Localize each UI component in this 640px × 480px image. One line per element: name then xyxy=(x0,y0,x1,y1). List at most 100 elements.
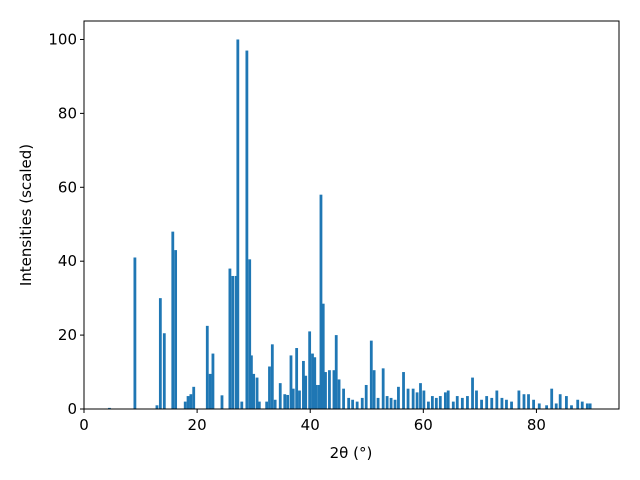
bar xyxy=(295,348,299,409)
bar xyxy=(268,366,271,409)
bar xyxy=(108,407,111,409)
bar xyxy=(360,397,364,409)
bar xyxy=(471,377,474,409)
bar xyxy=(248,259,252,409)
bar xyxy=(308,331,312,409)
y-tick-label: 0 xyxy=(67,400,77,418)
bar xyxy=(265,401,269,409)
bar xyxy=(415,392,419,409)
bar xyxy=(438,396,442,409)
x-tick-label: 0 xyxy=(79,416,89,434)
bar xyxy=(270,344,274,409)
bar xyxy=(480,399,483,409)
bar xyxy=(158,298,162,409)
bar xyxy=(372,370,376,409)
bar xyxy=(133,257,137,409)
bar xyxy=(183,401,187,409)
bar xyxy=(411,388,415,409)
bar xyxy=(304,375,308,409)
bar xyxy=(434,397,438,409)
bar xyxy=(500,397,504,409)
bar xyxy=(240,401,244,409)
bar xyxy=(342,388,345,409)
bar xyxy=(171,231,175,409)
bar xyxy=(554,403,558,409)
bar xyxy=(532,399,536,409)
bar xyxy=(208,373,212,409)
bar xyxy=(369,340,373,409)
bar xyxy=(389,397,393,409)
bar xyxy=(211,353,215,409)
bar xyxy=(393,399,397,409)
bar xyxy=(427,401,430,409)
bar xyxy=(319,194,323,409)
bar xyxy=(186,396,190,409)
bar xyxy=(517,390,521,409)
y-axis-label: Intensities (scaled) xyxy=(17,144,35,286)
bar xyxy=(558,394,562,409)
bar xyxy=(245,50,249,410)
bar xyxy=(545,405,549,409)
bar xyxy=(257,401,261,409)
bar xyxy=(522,394,526,409)
bar xyxy=(466,396,469,409)
bar xyxy=(155,405,159,409)
x-tick-label: 60 xyxy=(414,416,433,434)
bar xyxy=(337,379,341,409)
bar xyxy=(298,390,301,409)
bar xyxy=(455,396,459,409)
bar xyxy=(443,392,447,409)
bar xyxy=(315,384,318,409)
bar xyxy=(228,268,232,409)
bar xyxy=(328,370,331,409)
bar xyxy=(283,394,287,409)
bar xyxy=(231,275,235,409)
bar xyxy=(255,377,259,409)
bar xyxy=(588,403,592,409)
bar xyxy=(570,405,573,409)
bar xyxy=(289,355,293,409)
bar xyxy=(192,386,196,409)
bar xyxy=(510,401,513,409)
bar xyxy=(585,403,589,409)
bar xyxy=(537,403,541,409)
bar xyxy=(527,394,530,409)
bar xyxy=(291,388,295,409)
bar xyxy=(580,401,584,409)
bar xyxy=(565,396,568,409)
bar xyxy=(205,325,209,409)
bar xyxy=(485,396,489,409)
y-tick-label: 80 xyxy=(58,104,77,122)
bar xyxy=(351,399,355,409)
y-tick-label: 60 xyxy=(58,178,77,196)
bar xyxy=(550,388,554,409)
bar xyxy=(475,390,478,409)
bar xyxy=(576,399,580,409)
bar xyxy=(334,335,338,409)
x-tick-label: 80 xyxy=(527,416,546,434)
bar xyxy=(460,397,464,409)
bar xyxy=(162,333,166,409)
bar xyxy=(332,370,336,409)
bar xyxy=(446,390,450,409)
bar xyxy=(406,388,410,409)
bar xyxy=(220,395,224,409)
x-axis-label: 2θ (°) xyxy=(330,444,373,462)
bar xyxy=(364,384,368,409)
bar xyxy=(385,396,389,409)
bar xyxy=(313,357,317,409)
bar xyxy=(376,397,380,409)
bar xyxy=(451,401,455,409)
bar xyxy=(381,368,385,409)
bar xyxy=(324,372,327,409)
bar xyxy=(495,390,499,409)
bar xyxy=(249,355,253,409)
bar xyxy=(355,401,359,409)
x-tick-label: 40 xyxy=(301,416,320,434)
bar xyxy=(311,353,314,409)
bar xyxy=(430,396,434,409)
bar xyxy=(505,399,508,409)
bar xyxy=(278,383,282,409)
bar xyxy=(402,372,405,409)
